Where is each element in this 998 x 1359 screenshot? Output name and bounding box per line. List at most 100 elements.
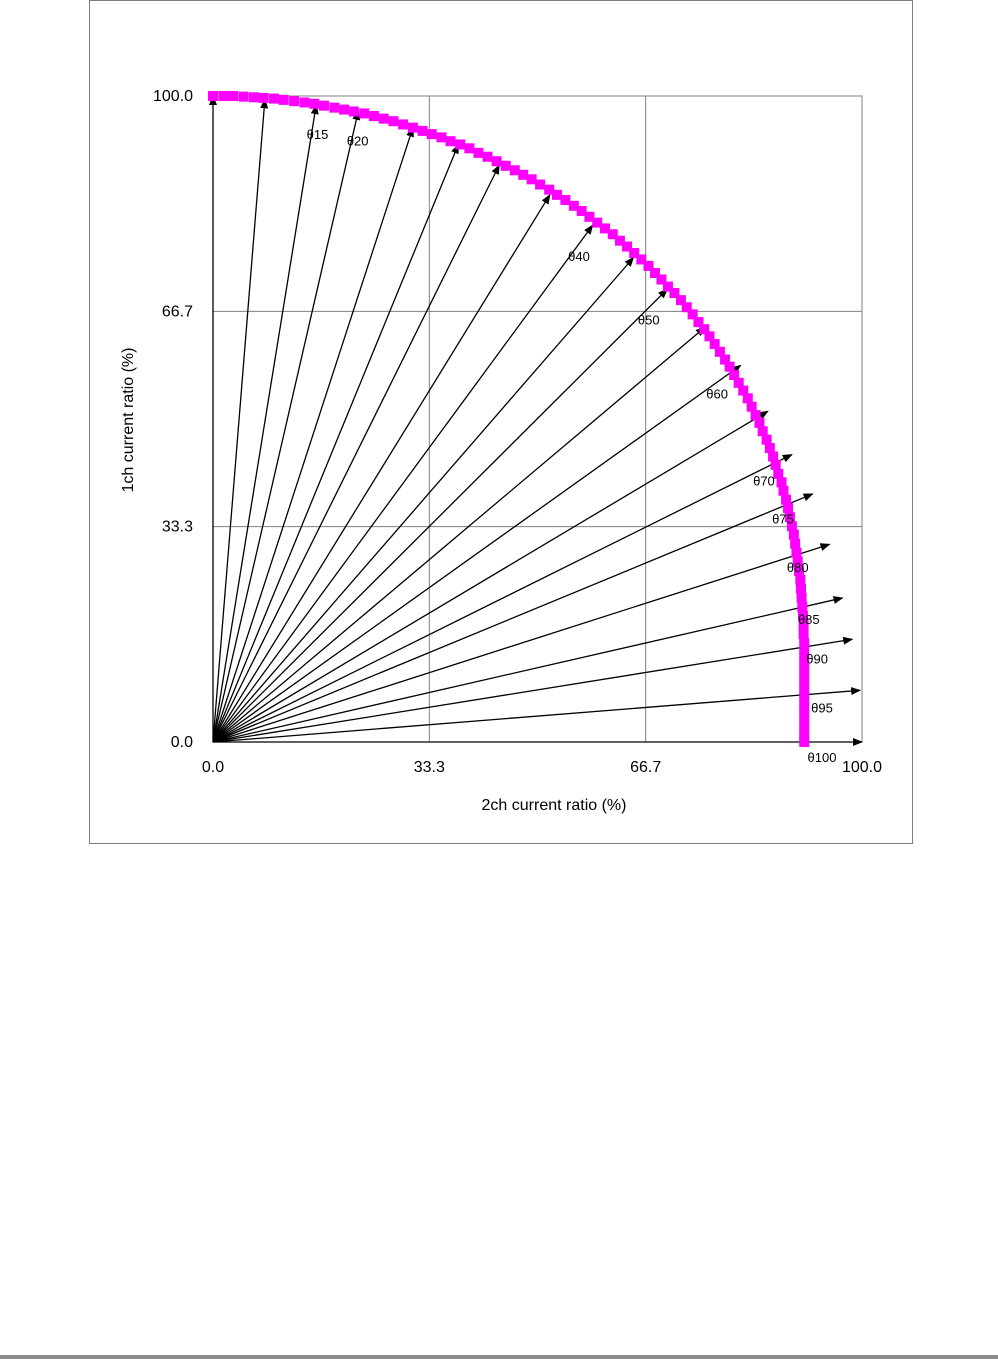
data-point bbox=[729, 370, 740, 381]
data-point bbox=[754, 417, 765, 428]
data-point bbox=[714, 346, 725, 357]
data-point bbox=[238, 91, 249, 102]
data-point bbox=[799, 701, 810, 712]
data-point bbox=[798, 629, 809, 640]
vector-arrow bbox=[212, 164, 500, 743]
data-markers bbox=[208, 91, 810, 747]
data-point bbox=[799, 683, 810, 694]
data-point bbox=[796, 592, 807, 603]
data-point bbox=[299, 97, 310, 108]
data-point bbox=[786, 521, 797, 532]
x-tick-label: 0.0 bbox=[202, 759, 224, 776]
data-point bbox=[799, 692, 810, 703]
data-point bbox=[709, 339, 720, 350]
data-point bbox=[733, 377, 744, 388]
data-point bbox=[799, 647, 810, 658]
vector-arrow bbox=[212, 143, 459, 743]
data-point bbox=[742, 393, 753, 404]
data-point bbox=[798, 620, 809, 631]
page-bottom-rule bbox=[0, 1355, 998, 1359]
tick-labels: 0.0 33.3 66.7 100.0 0.0 33.3 66.7 100.0 bbox=[153, 88, 882, 776]
data-point bbox=[649, 268, 660, 279]
data-point bbox=[681, 302, 692, 313]
data-point bbox=[339, 104, 350, 115]
vector-arrow bbox=[212, 636, 854, 743]
angle-label: θ90 bbox=[806, 652, 828, 667]
data-point bbox=[318, 100, 329, 111]
data-point bbox=[799, 719, 810, 730]
angle-label: θ60 bbox=[706, 387, 728, 402]
data-point bbox=[799, 674, 810, 685]
data-point bbox=[526, 174, 537, 185]
y-tick-label: 33.3 bbox=[162, 519, 193, 536]
vector-arrow bbox=[212, 596, 844, 743]
angle-label: θ15 bbox=[307, 127, 329, 142]
y-tick-label: 66.7 bbox=[162, 303, 193, 320]
data-point bbox=[208, 91, 218, 101]
data-point bbox=[794, 565, 805, 576]
vector-arrow bbox=[212, 288, 669, 743]
data-point bbox=[551, 189, 562, 200]
data-point bbox=[378, 113, 389, 124]
data-point bbox=[791, 547, 802, 558]
data-point bbox=[407, 122, 418, 133]
data-point bbox=[518, 169, 529, 180]
data-point bbox=[348, 106, 359, 117]
data-point bbox=[560, 195, 571, 206]
vector-arrow bbox=[212, 410, 769, 743]
vector-arrow bbox=[212, 326, 706, 743]
data-point bbox=[781, 494, 792, 505]
data-point bbox=[792, 556, 803, 567]
vector-arrow bbox=[212, 453, 793, 743]
data-point bbox=[228, 91, 239, 101]
arrows bbox=[209, 95, 863, 746]
data-point bbox=[417, 125, 428, 136]
data-point bbox=[761, 434, 772, 445]
y-tick-label: 0.0 bbox=[171, 734, 193, 751]
angle-label: θ50 bbox=[638, 312, 660, 327]
data-point bbox=[329, 102, 340, 113]
data-point bbox=[455, 139, 466, 150]
data-point bbox=[592, 217, 603, 228]
data-point bbox=[799, 737, 810, 747]
data-point bbox=[783, 503, 794, 514]
vector-arrow bbox=[212, 543, 831, 743]
data-point bbox=[699, 324, 710, 335]
data-point bbox=[359, 108, 370, 119]
vector-arrow bbox=[212, 364, 742, 743]
data-point bbox=[248, 92, 259, 103]
data-point bbox=[535, 179, 546, 190]
data-point bbox=[445, 136, 456, 147]
data-point bbox=[750, 410, 761, 421]
data-point bbox=[584, 211, 595, 222]
data-point bbox=[426, 129, 437, 140]
data-point bbox=[784, 512, 795, 523]
x-tick-label: 66.7 bbox=[630, 759, 661, 776]
data-point bbox=[778, 485, 789, 496]
vector-arrow bbox=[212, 256, 635, 743]
data-point bbox=[764, 443, 775, 454]
x-axis-title: 2ch current ratio (%) bbox=[482, 797, 627, 814]
data-point bbox=[368, 111, 379, 122]
data-point bbox=[309, 98, 320, 109]
data-point bbox=[662, 281, 673, 292]
y-axis-title: 1ch current ratio (%) bbox=[120, 348, 137, 493]
vector-arrow bbox=[212, 104, 319, 743]
vector-arrow bbox=[212, 224, 594, 743]
data-point bbox=[776, 477, 787, 488]
data-point bbox=[568, 200, 579, 211]
angle-label: θ20 bbox=[347, 134, 369, 149]
angle-label: θ40 bbox=[568, 249, 590, 264]
data-point bbox=[269, 93, 280, 104]
data-point bbox=[464, 143, 475, 154]
data-point bbox=[643, 260, 654, 271]
data-point bbox=[629, 247, 640, 258]
y-tick-label: 100.0 bbox=[153, 88, 193, 105]
vector-arrow bbox=[212, 126, 414, 743]
data-point bbox=[491, 156, 502, 167]
angle-label: θ75 bbox=[772, 511, 794, 526]
vector-arrow bbox=[212, 109, 361, 743]
data-point bbox=[398, 119, 409, 130]
data-point bbox=[746, 401, 757, 412]
data-point bbox=[799, 728, 810, 739]
